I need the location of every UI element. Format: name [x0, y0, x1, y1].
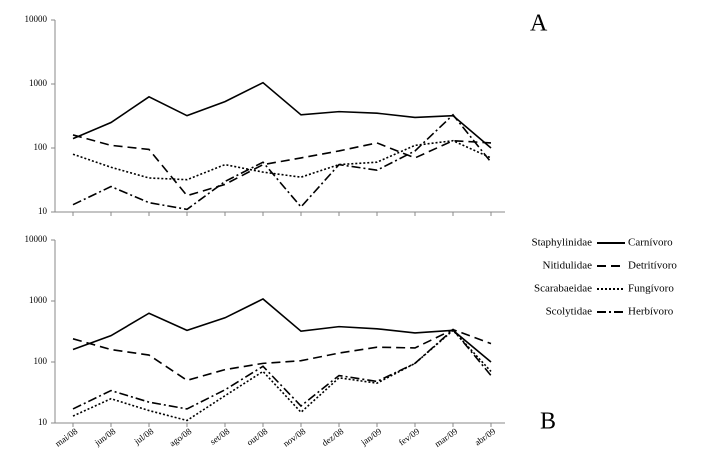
- series-line: [72, 298, 492, 363]
- x-tick-label: ago/08: [168, 426, 194, 449]
- x-tick-label: set/08: [208, 426, 232, 447]
- legend-guild: Carnívoro: [628, 237, 673, 249]
- x-tick-label: out/08: [245, 426, 270, 448]
- x-tick-label: mar/09: [433, 426, 460, 449]
- y-tick-label: 100: [34, 142, 48, 152]
- legend-guild: Fungívoro: [628, 283, 674, 295]
- y-tick-label: 10: [38, 206, 48, 216]
- x-tick-label: fev/09: [397, 426, 422, 448]
- y-tick-label: 10: [38, 417, 48, 427]
- y-tick-label: 10000: [25, 14, 48, 24]
- legend-guild: Detritívoro: [628, 260, 677, 272]
- legend-name: Staphylinidae: [532, 237, 593, 249]
- x-tick-label: dez/08: [320, 426, 346, 448]
- panel-label: A: [530, 11, 548, 37]
- y-tick-label: 100: [34, 356, 48, 366]
- panel-label: B: [540, 409, 556, 435]
- x-tick-label: nov/08: [281, 426, 308, 449]
- x-tick-label: abr/09: [473, 426, 498, 448]
- series-line: [72, 139, 492, 181]
- x-tick-label: jan/09: [358, 426, 383, 448]
- series-line: [72, 329, 492, 422]
- y-tick-label: 1000: [29, 78, 48, 88]
- series-line: [72, 328, 492, 382]
- legend-name: Nitidulidae: [543, 260, 593, 272]
- series-line: [72, 113, 492, 211]
- x-tick-label: jun/08: [92, 426, 118, 448]
- x-tick-label: jul/08: [132, 426, 156, 447]
- y-tick-label: 1000: [29, 295, 48, 305]
- y-tick-label: 10000: [25, 234, 48, 244]
- legend-name: Scarabaeidae: [534, 283, 592, 295]
- series-line: [72, 134, 492, 197]
- x-tick-label: mai/08: [53, 426, 80, 449]
- series-line: [72, 81, 492, 149]
- legend-name: Scolytidae: [546, 306, 593, 318]
- legend-guild: Herbívoro: [628, 306, 674, 318]
- series-line: [72, 328, 492, 410]
